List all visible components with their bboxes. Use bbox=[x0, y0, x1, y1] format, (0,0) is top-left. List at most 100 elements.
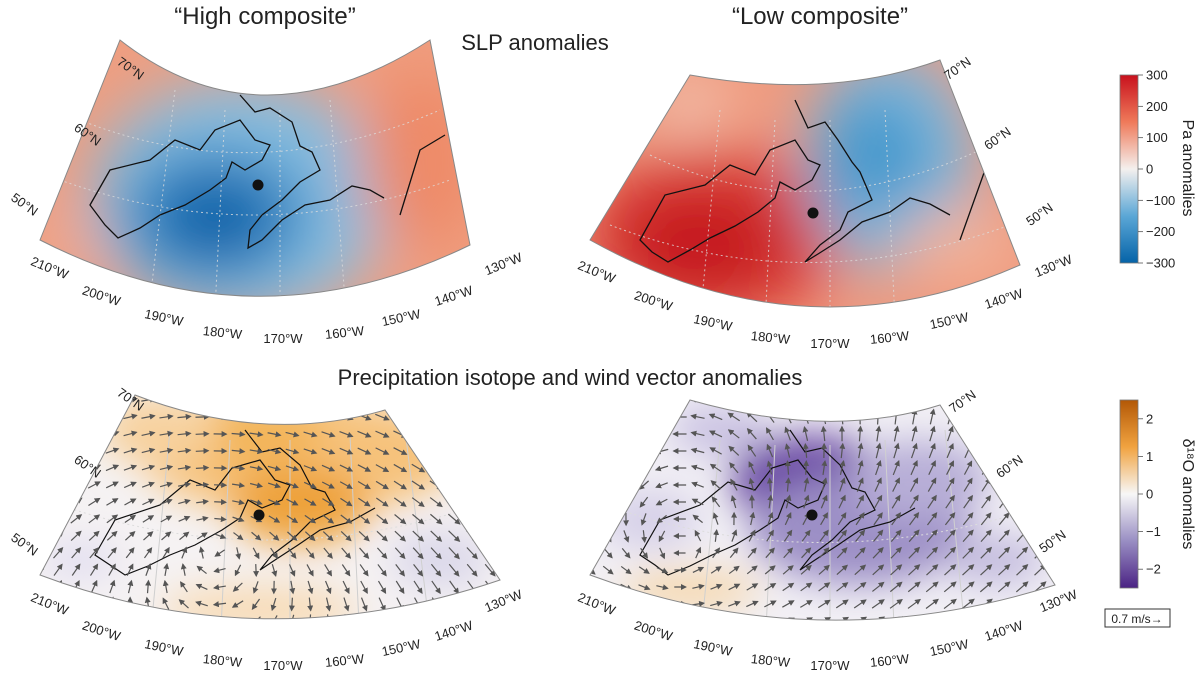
wind-arrow bbox=[287, 531, 298, 541]
wind-arrow bbox=[39, 648, 41, 662]
wind-arrow bbox=[926, 564, 939, 576]
wind-arrow bbox=[69, 413, 84, 420]
lat-tick-label: 60°N bbox=[981, 124, 1013, 153]
wind-arrow bbox=[1017, 477, 1027, 492]
wind-arrow bbox=[872, 564, 885, 576]
wind-arrow bbox=[105, 481, 119, 489]
wind-arrow bbox=[376, 547, 388, 560]
wind-arrow bbox=[854, 564, 867, 576]
wind-arrow bbox=[1016, 546, 1029, 559]
wind-arrow bbox=[927, 494, 937, 509]
wind-arrow bbox=[998, 651, 1011, 659]
wind-arrow bbox=[126, 613, 133, 619]
wind-arrow bbox=[800, 564, 812, 575]
wind-arrow bbox=[341, 547, 352, 559]
wind-arrow bbox=[620, 654, 633, 657]
wind-arrow bbox=[621, 547, 631, 559]
wind-arrow bbox=[53, 563, 63, 576]
wind-arrow bbox=[820, 512, 829, 526]
wind-arrow bbox=[87, 481, 101, 489]
wind-arrow bbox=[747, 444, 757, 457]
wind-arrow bbox=[379, 614, 385, 619]
wind-arrow bbox=[267, 431, 282, 438]
wind-arrow bbox=[214, 533, 227, 540]
wind-arrow bbox=[161, 531, 172, 541]
wind-arrow bbox=[89, 547, 99, 559]
wind-arrow bbox=[784, 443, 791, 458]
wind-arrow bbox=[818, 564, 830, 575]
wind-arrow bbox=[231, 431, 246, 438]
wind-arrow bbox=[818, 652, 831, 657]
wind-arrow bbox=[818, 547, 830, 559]
wind-arrow bbox=[872, 634, 885, 641]
wind-arrow bbox=[746, 565, 758, 575]
wind-arrow bbox=[837, 529, 847, 542]
wind-arrow bbox=[145, 563, 152, 576]
lon-tick-label: 150°W bbox=[380, 306, 422, 329]
wind-arrow bbox=[428, 413, 444, 421]
lon-tick-label: 200°W bbox=[80, 283, 123, 310]
wind-arrow bbox=[177, 616, 190, 619]
wind-arrow bbox=[196, 565, 207, 575]
wind-arrow bbox=[483, 429, 498, 439]
wind-arrow bbox=[429, 446, 444, 456]
wind-arrow bbox=[892, 477, 900, 492]
wind-arrow bbox=[375, 497, 389, 507]
wind-arrow bbox=[590, 400, 596, 407]
lon-tick-label: 130°W bbox=[482, 586, 525, 615]
wind-arrow bbox=[163, 562, 170, 576]
wind-arrow bbox=[821, 477, 828, 492]
wind-arrow bbox=[874, 477, 882, 492]
wind-arrow bbox=[126, 563, 134, 576]
wind-arrow bbox=[712, 512, 719, 525]
wind-arrow bbox=[1034, 512, 1046, 526]
wind-arrow bbox=[195, 413, 210, 420]
wind-arrow bbox=[965, 408, 972, 425]
wind-arrow bbox=[375, 464, 390, 472]
wind-arrow bbox=[654, 431, 669, 438]
wind-arrow bbox=[307, 649, 312, 661]
wind-arrow bbox=[783, 547, 794, 559]
wind-arrow bbox=[910, 460, 918, 476]
wind-arrow bbox=[800, 635, 812, 641]
wind-arrow bbox=[710, 566, 722, 574]
wind-arrow bbox=[88, 497, 101, 506]
wind-arrow bbox=[590, 547, 595, 559]
lon-tick-label: 190°W bbox=[692, 636, 734, 659]
wind-arrow bbox=[344, 614, 348, 619]
wind-arrow bbox=[195, 600, 208, 607]
wind-arrow bbox=[410, 396, 427, 404]
lat-tick-label: 50°N bbox=[8, 530, 40, 559]
wind-arrow bbox=[855, 529, 866, 542]
wind-arrow bbox=[817, 617, 832, 621]
wind-arrow bbox=[638, 480, 650, 490]
wind-arrow bbox=[483, 496, 497, 508]
wind-arrow bbox=[890, 529, 902, 542]
lon-tick-label: 190°W bbox=[692, 311, 734, 334]
wind-arrow bbox=[765, 427, 774, 441]
wind-arrow bbox=[858, 400, 862, 408]
wind-arrow bbox=[69, 430, 84, 438]
wind-arrow bbox=[392, 396, 409, 404]
wind-arrow bbox=[730, 478, 738, 491]
wind-arrow bbox=[590, 411, 595, 424]
wind-arrow bbox=[105, 396, 120, 403]
wind-arrow bbox=[636, 413, 651, 421]
lon-tick-label: 150°W bbox=[928, 636, 970, 659]
wind-arrow bbox=[857, 442, 864, 459]
wind-arrow bbox=[925, 616, 940, 621]
wind-arrow bbox=[40, 413, 48, 421]
wind-arrow bbox=[412, 547, 424, 560]
wind-arrow bbox=[604, 478, 611, 493]
wind-arrow bbox=[429, 430, 444, 439]
wind-arrow bbox=[40, 530, 46, 542]
wind-arrow bbox=[891, 494, 901, 509]
wind-arrow bbox=[449, 580, 460, 595]
wind-arrow bbox=[639, 496, 649, 508]
wind-arrow bbox=[378, 597, 386, 612]
wind-arrow bbox=[107, 547, 117, 559]
wind-arrow bbox=[800, 652, 813, 657]
wind-arrow bbox=[179, 531, 190, 541]
title-high-composite: “High composite” bbox=[174, 3, 355, 30]
lon-tick-label: 130°W bbox=[482, 249, 525, 278]
